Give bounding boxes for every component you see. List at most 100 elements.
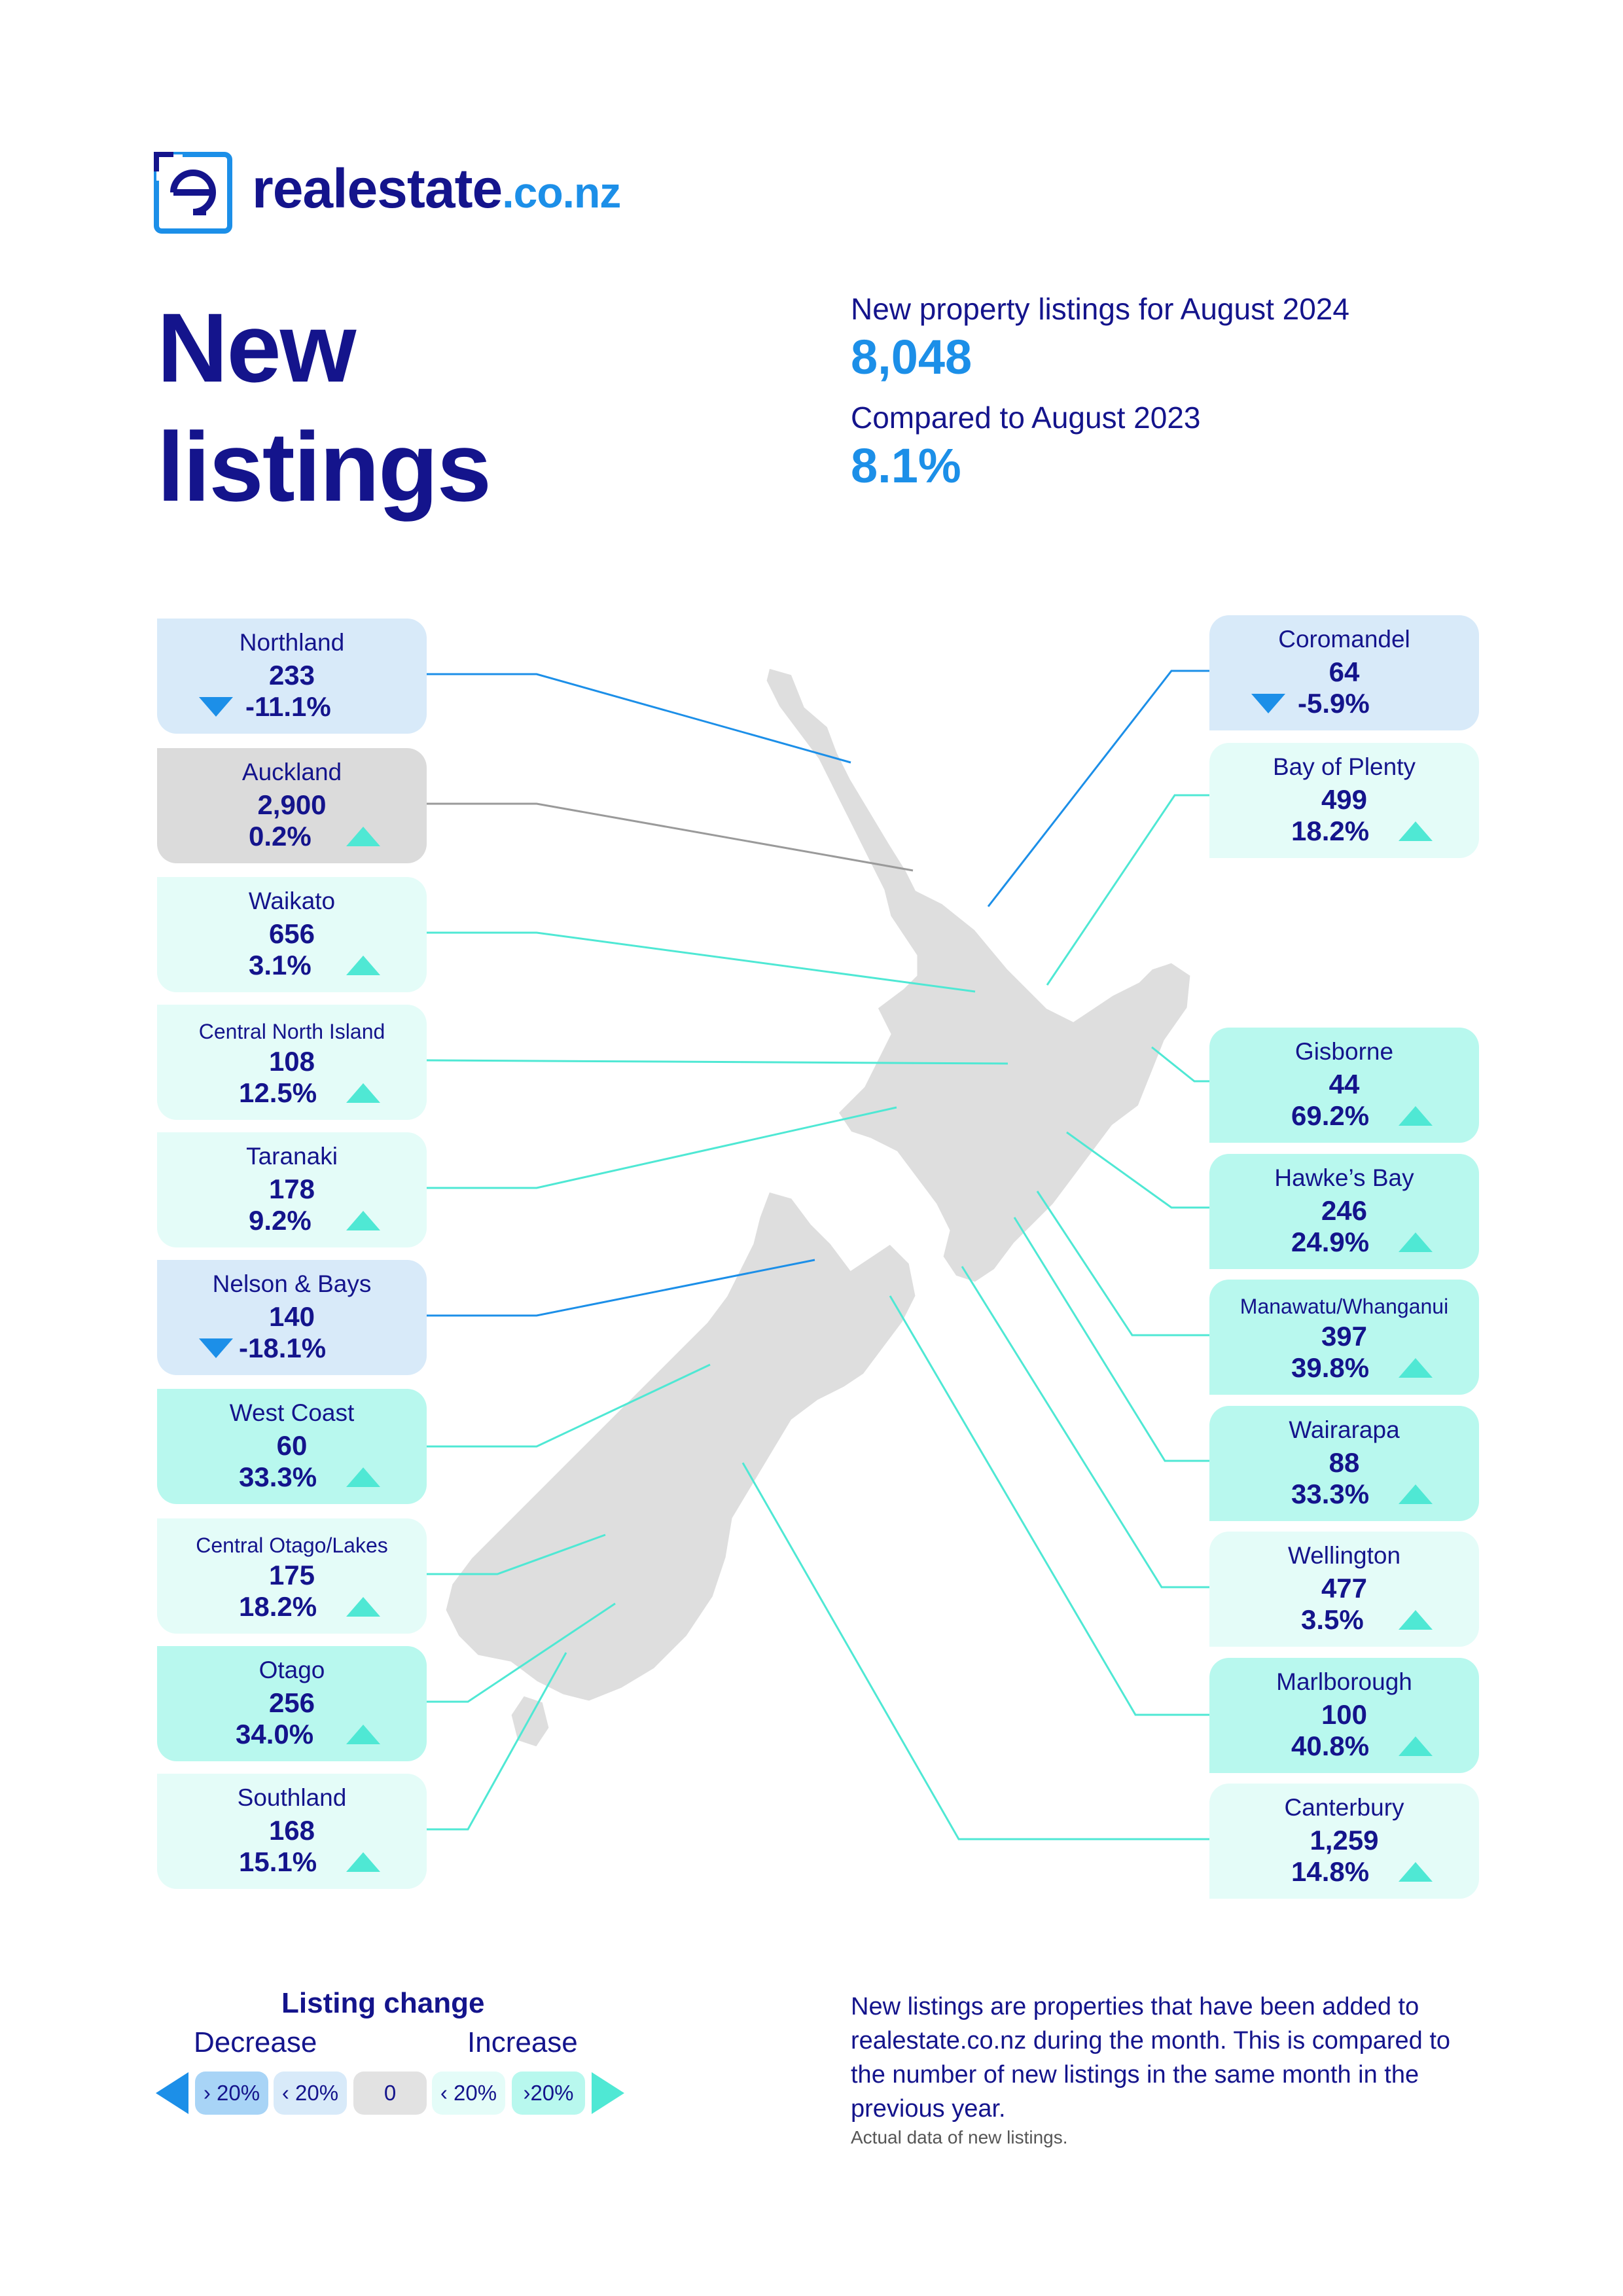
- region-count: 233: [268, 660, 315, 691]
- legend-right-arrow-icon: [592, 2072, 624, 2114]
- region-change: 39.8%: [1291, 1352, 1370, 1383]
- region-change: 3.5%: [1301, 1604, 1364, 1635]
- region-name: Waikato: [248, 888, 336, 914]
- region-card-canterbury: Canterbury 1,259 14.8%: [1209, 1784, 1479, 1899]
- compare-label: Compared to August 2023: [851, 401, 1201, 435]
- region-name: Taranaki: [246, 1143, 338, 1170]
- region-name: Nelson & Bays: [212, 1270, 372, 1297]
- title-line-1: New: [157, 293, 356, 403]
- increase-arrow-icon: [346, 1725, 380, 1744]
- connector-manawatu: [1036, 1191, 1209, 1336]
- region-card-coromandel: Coromandel 64 -5.9%: [1209, 615, 1479, 730]
- connector-west-coast: [427, 1363, 711, 1448]
- region-card-wellington: Wellington 477 3.5%: [1209, 1532, 1479, 1647]
- north-island-shape: [764, 666, 1192, 1284]
- region-change: 69.2%: [1291, 1100, 1370, 1131]
- legend-left-arrow-icon: [156, 2072, 188, 2114]
- page-title: New listings: [157, 288, 491, 526]
- region-change: -11.1%: [245, 691, 331, 722]
- connector-central-otago: [427, 1534, 606, 1575]
- legend-chip-strong-decrease: › 20%: [195, 2072, 268, 2115]
- region-change: 40.8%: [1291, 1731, 1370, 1761]
- region-count: 60: [276, 1430, 308, 1461]
- increase-arrow-icon: [1399, 821, 1433, 841]
- region-change: 3.1%: [249, 950, 312, 980]
- region-card-central-otago-lakes: Central Otago/Lakes 175 18.2%: [157, 1518, 427, 1634]
- map-land: [444, 666, 1192, 1749]
- region-count: 175: [268, 1560, 315, 1590]
- south-island-shape: [444, 1190, 918, 1703]
- region-name: Gisborne: [1294, 1038, 1394, 1065]
- region-count: 168: [268, 1815, 315, 1846]
- region-count: 397: [1321, 1321, 1368, 1352]
- region-name: West Coast: [229, 1399, 355, 1426]
- stewart-island-shape: [509, 1694, 551, 1749]
- increase-arrow-icon: [1399, 1610, 1433, 1630]
- brand-name: realestate: [252, 158, 503, 219]
- connector-canterbury: [741, 1462, 1209, 1840]
- region-card-wairarapa: Wairarapa 88 33.3%: [1209, 1406, 1479, 1521]
- region-change: 24.9%: [1291, 1227, 1370, 1257]
- region-card-manawatu-whanganui: Manawatu/Whanganui 397 39.8%: [1209, 1280, 1479, 1395]
- region-name: Manawatu/Whanganui: [1240, 1295, 1449, 1318]
- connector-northland: [427, 673, 851, 764]
- region-count: 100: [1321, 1699, 1368, 1730]
- region-count: 246: [1321, 1195, 1368, 1226]
- region-count: 256: [268, 1687, 315, 1718]
- decrease-arrow-icon: [1251, 694, 1285, 713]
- region-count: 2,900: [257, 789, 327, 820]
- region-card-bay-of-plenty: Bay of Plenty 499 18.2%: [1209, 743, 1479, 858]
- region-name: Otago: [259, 1657, 325, 1683]
- region-name: Wellington: [1287, 1542, 1401, 1569]
- region-name: Canterbury: [1284, 1794, 1404, 1821]
- region-count: 88: [1329, 1447, 1360, 1478]
- compare-value: 8.1%: [851, 439, 961, 493]
- title-line-2: listings: [157, 412, 491, 522]
- realestate-logo-icon: [154, 152, 232, 234]
- increase-arrow-icon: [346, 1083, 380, 1103]
- region-card-waikato: Waikato 656 3.1%: [157, 877, 427, 992]
- footnote: New listings are properties that have be…: [851, 1993, 1451, 2123]
- region-change: 15.1%: [239, 1846, 317, 1877]
- connector-waikato: [427, 931, 976, 993]
- decrease-arrow-icon: [199, 697, 233, 717]
- connector-southland: [427, 1652, 567, 1831]
- increase-arrow-icon: [346, 1597, 380, 1617]
- region-change: 34.0%: [236, 1719, 314, 1749]
- region-count: 1,259: [1310, 1825, 1379, 1856]
- region-name: Hawke’s Bay: [1274, 1164, 1414, 1191]
- brand-tld: .co.nz: [502, 168, 621, 217]
- region-card-central-north-island: Central North Island 108 12.5%: [157, 1005, 427, 1120]
- region-change: 12.5%: [239, 1077, 317, 1108]
- region-count: 44: [1329, 1069, 1360, 1100]
- connector-central-north-island: [426, 1059, 1008, 1065]
- region-count: 656: [268, 918, 315, 949]
- region-change: 9.2%: [249, 1205, 312, 1236]
- region-change: 33.3%: [1291, 1479, 1370, 1509]
- region-card-otago: Otago 256 34.0%: [157, 1646, 427, 1761]
- region-card-auckland: Auckland 2,900 0.2%: [157, 748, 427, 863]
- region-change: -5.9%: [1298, 688, 1370, 719]
- region-count: 499: [1321, 784, 1368, 815]
- connector-wellington: [961, 1266, 1209, 1588]
- region-card-gisborne: Gisborne 44 69.2%: [1209, 1028, 1479, 1143]
- legend-decrease-label: Decrease: [194, 2026, 317, 2058]
- increase-arrow-icon: [1399, 1736, 1433, 1756]
- listings-label: New property listings for August 2024: [851, 292, 1349, 326]
- connector-otago: [427, 1602, 616, 1703]
- region-card-taranaki: Taranaki 178 9.2%: [157, 1132, 427, 1247]
- region-card-west-coast: West Coast 60 33.3%: [157, 1389, 427, 1504]
- region-name: Coromandel: [1278, 626, 1410, 653]
- connector-coromandel: [987, 670, 1209, 907]
- region-change: 0.2%: [249, 821, 312, 852]
- decrease-arrow-icon: [199, 1338, 233, 1358]
- region-card-hawkes-bay: Hawke’s Bay 246 24.9%: [1209, 1154, 1479, 1269]
- region-name: Central Otago/Lakes: [196, 1534, 388, 1557]
- increase-arrow-icon: [346, 1211, 380, 1230]
- connector-marlborough: [889, 1295, 1209, 1716]
- region-name: Southland: [237, 1784, 347, 1811]
- connector-taranaki: [427, 1106, 897, 1189]
- connector-wairarapa: [1013, 1217, 1209, 1462]
- region-card-nelson-bays: Nelson & Bays 140 -18.1%: [157, 1260, 427, 1375]
- region-name: Northland: [239, 629, 345, 656]
